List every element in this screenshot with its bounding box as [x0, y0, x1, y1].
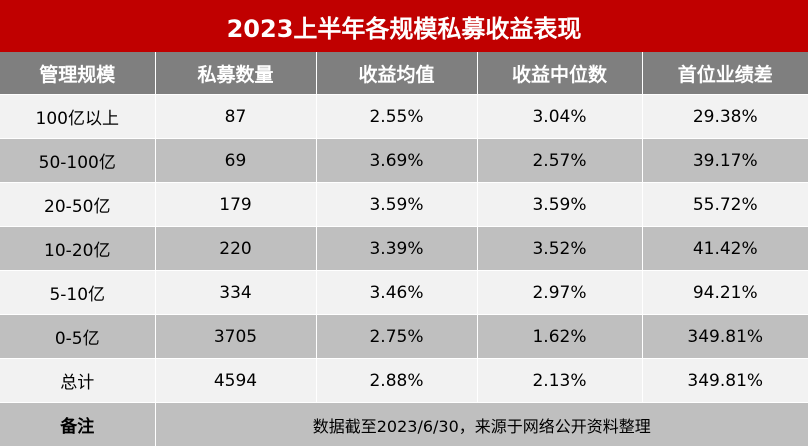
cell-median: 3.52%: [477, 226, 643, 271]
cell-gap: 55.72%: [642, 182, 808, 227]
cell-count: 334: [155, 270, 317, 315]
cell-mean: 3.39%: [316, 226, 478, 271]
cell-scale: 5-10亿: [0, 270, 156, 315]
cell-median: 3.04%: [477, 94, 643, 139]
cell-gap: 349.81%: [642, 358, 808, 403]
cell-scale: 20-50亿: [0, 182, 156, 227]
cell-mean: 2.55%: [316, 94, 478, 139]
cell-mean: 3.46%: [316, 270, 478, 315]
cell-median: 2.13%: [477, 358, 643, 403]
column-header-median-return: 收益中位数: [477, 52, 643, 95]
cell-scale: 100亿以上: [0, 94, 156, 139]
cell-scale: 0-5亿: [0, 314, 156, 359]
cell-count: 87: [155, 94, 317, 139]
column-header-scale: 管理规模: [0, 52, 156, 95]
table-row: 100亿以上 87 2.55% 3.04% 29.38%: [0, 94, 808, 139]
total-row: 总计 4594 2.88% 2.13% 349.81%: [0, 358, 808, 403]
cell-count: 220: [155, 226, 317, 271]
column-header-top-bottom-gap: 首位业绩差: [642, 52, 808, 95]
cell-gap: 29.38%: [642, 94, 808, 139]
cell-gap: 349.81%: [642, 314, 808, 359]
header-row: 管理规模 私募数量 收益均值 收益中位数 首位业绩差: [0, 52, 808, 95]
cell-mean: 3.59%: [316, 182, 478, 227]
table-row: 50-100亿 69 3.69% 2.57% 39.17%: [0, 138, 808, 183]
table-row: 5-10亿 334 3.46% 2.97% 94.21%: [0, 270, 808, 315]
cell-gap: 39.17%: [642, 138, 808, 183]
cell-count: 69: [155, 138, 317, 183]
private-fund-performance-table: 管理规模 私募数量 收益均值 收益中位数 首位业绩差 100亿以上 87 2.5…: [0, 52, 808, 447]
cell-median: 1.62%: [477, 314, 643, 359]
cell-median: 2.57%: [477, 138, 643, 183]
table-title: 2023上半年各规模私募收益表现: [0, 0, 808, 52]
cell-mean: 3.69%: [316, 138, 478, 183]
cell-scale: 总计: [0, 358, 156, 403]
table-row: 10-20亿 220 3.39% 3.52% 41.42%: [0, 226, 808, 271]
cell-count: 179: [155, 182, 317, 227]
cell-count: 3705: [155, 314, 317, 359]
cell-count: 4594: [155, 358, 317, 403]
cell-scale: 50-100亿: [0, 138, 156, 183]
cell-median: 3.59%: [477, 182, 643, 227]
cell-mean: 2.75%: [316, 314, 478, 359]
table-row: 0-5亿 3705 2.75% 1.62% 349.81%: [0, 314, 808, 359]
cell-scale: 10-20亿: [0, 226, 156, 271]
column-header-mean-return: 收益均值: [316, 52, 478, 95]
cell-gap: 94.21%: [642, 270, 808, 315]
cell-gap: 41.42%: [642, 226, 808, 271]
column-header-count: 私募数量: [155, 52, 317, 95]
cell-median: 2.97%: [477, 270, 643, 315]
table-row: 20-50亿 179 3.59% 3.59% 55.72%: [0, 182, 808, 227]
cell-mean: 2.88%: [316, 358, 478, 403]
